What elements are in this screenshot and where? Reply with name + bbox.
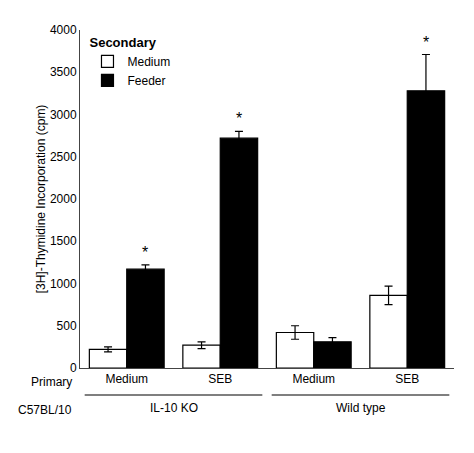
svg-text:1000: 1000 [50,277,77,291]
svg-text:Medium: Medium [292,372,335,386]
svg-text:1500: 1500 [50,234,77,248]
svg-text:*: * [423,34,429,51]
svg-text:Medium: Medium [127,55,170,69]
svg-text:Medium: Medium [105,372,148,386]
svg-text:500: 500 [57,319,77,333]
svg-text:Wild type: Wild type [336,401,386,415]
svg-text:3000: 3000 [50,108,77,122]
svg-text:*: * [236,110,242,127]
svg-text:2500: 2500 [50,150,77,164]
svg-text:Feeder: Feeder [127,74,165,88]
svg-text:3500: 3500 [50,65,77,79]
svg-text:*: * [142,244,148,261]
svg-text:0: 0 [70,361,77,375]
svg-text:Secondary: Secondary [89,35,156,50]
svg-text:SEB: SEB [208,372,232,386]
svg-text:C57BL/10: C57BL/10 [18,403,72,417]
svg-text:SEB: SEB [395,372,419,386]
svg-text:IL-10 KO: IL-10 KO [150,401,198,415]
svg-text:Primary: Primary [31,375,72,389]
svg-text:[3H]-Thymidine Incorporation (: [3H]-Thymidine Incorporation (cpm) [34,105,48,294]
svg-text:2000: 2000 [50,192,77,206]
svg-text:4000: 4000 [50,23,77,37]
